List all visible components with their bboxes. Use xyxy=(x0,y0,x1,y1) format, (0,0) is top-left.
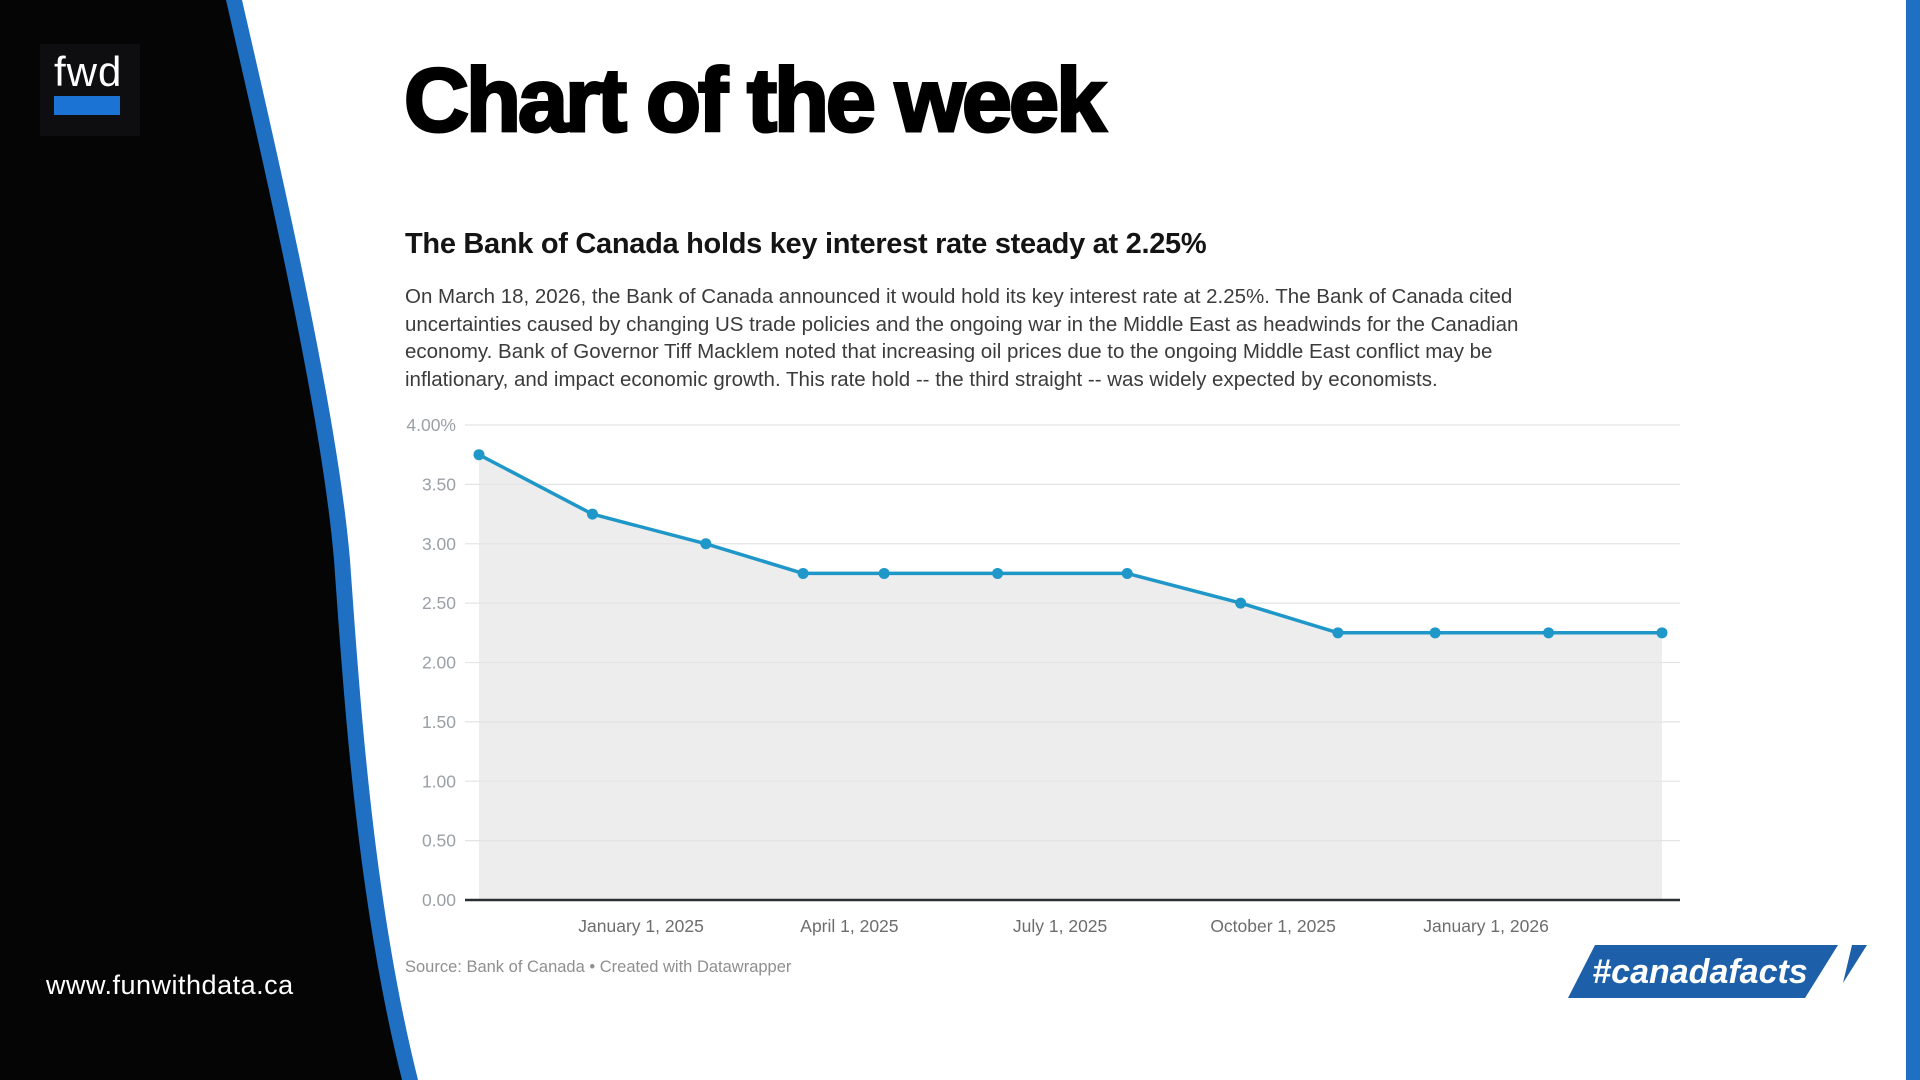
y-tick-label: 0.00 xyxy=(422,890,456,910)
x-tick-label: October 1, 2025 xyxy=(1210,916,1336,936)
y-tick-label: 4.00% xyxy=(406,415,456,435)
description-line-3: economy. Bank of Governor Tiff Macklem n… xyxy=(405,340,1493,363)
website-url: www.funwithdata.ca xyxy=(46,970,294,1000)
fwd-logo: fwd xyxy=(40,44,140,136)
badge-tip-triangle xyxy=(1843,945,1867,983)
data-point-dot xyxy=(586,508,598,520)
y-tick-label: 1.50 xyxy=(422,712,456,732)
x-tick-label: July 1, 2025 xyxy=(1013,916,1107,936)
x-tick-label: January 1, 2026 xyxy=(1423,916,1549,936)
fwd-logo-text: fwd xyxy=(54,48,123,95)
y-tick-label: 0.50 xyxy=(422,831,456,851)
page-title: Chart of the week xyxy=(402,50,1107,153)
data-point-dot xyxy=(1121,567,1133,579)
y-tick-label: 3.50 xyxy=(422,474,456,494)
chart-source: Source: Bank of Canada • Created with Da… xyxy=(405,958,792,976)
rate-line xyxy=(478,453,1662,635)
fwd-logo-underline xyxy=(54,96,120,115)
canadafacts-badge: #canadafacts xyxy=(1568,945,1867,998)
area-fill xyxy=(479,454,1662,900)
chart-headline: The Bank of Canada holds key interest ra… xyxy=(405,228,1207,260)
data-point-dot xyxy=(1235,597,1247,609)
badge-parallelogram xyxy=(1568,945,1838,998)
y-tick-label: 2.50 xyxy=(422,593,456,613)
description-line-1: On March 18, 2026, the Bank of Canada an… xyxy=(405,285,1513,308)
data-point-dot xyxy=(797,567,809,579)
y-tick-label: 1.00 xyxy=(422,771,456,791)
data-point-dot xyxy=(878,567,890,579)
description-line-4: inflationary, and impact economic growth… xyxy=(405,367,1438,391)
data-point-dot xyxy=(992,567,1004,579)
x-tick-label: January 1, 2025 xyxy=(578,916,704,936)
data-point-dot xyxy=(473,449,485,461)
badge-hashtag-text: #canadafacts xyxy=(1592,953,1807,991)
y-tick-label: 2.00 xyxy=(422,653,456,673)
sidebar-black-shape xyxy=(0,0,402,1080)
chart-description: On March 18, 2026, the Bank of Canada an… xyxy=(405,283,1518,393)
x-tick-label: April 1, 2025 xyxy=(800,916,898,936)
right-edge-accent-bar xyxy=(1906,0,1920,1080)
description-line-2: uncertainties caused by changing US trad… xyxy=(405,312,1519,336)
data-point-dot xyxy=(700,538,712,550)
data-point-dot xyxy=(1656,627,1668,639)
y-tick-label: 3.00 xyxy=(422,534,456,554)
data-point-dot xyxy=(1429,627,1441,639)
data-point-dot xyxy=(1543,627,1555,639)
data-point-dot xyxy=(1332,627,1344,639)
